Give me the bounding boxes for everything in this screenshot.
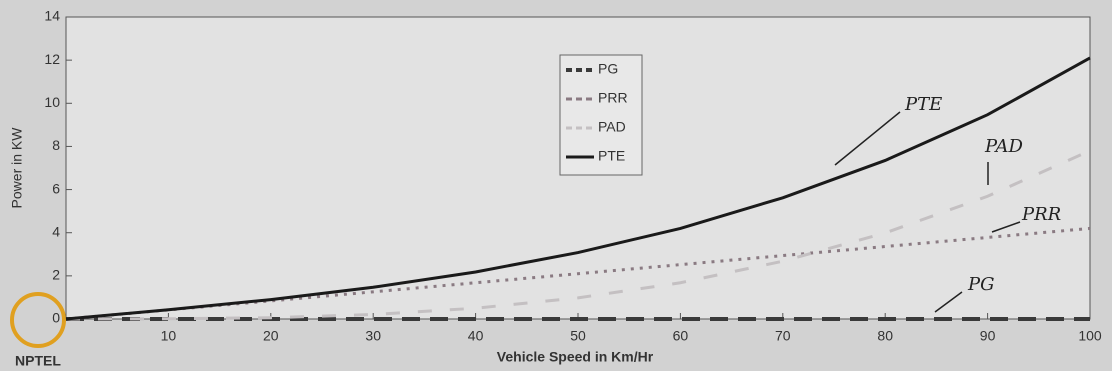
page: Vehicle Speed in Km/Hr Power in KW NPTEL…: [0, 0, 1112, 371]
legend-label: PTE: [598, 148, 625, 164]
y-tick-label: 2: [52, 267, 60, 283]
x-tick-label: 90: [980, 328, 996, 344]
y-tick-label: 0: [52, 310, 60, 326]
annotation: PG: [967, 274, 995, 295]
x-tick-label: 20: [263, 328, 279, 344]
legend-label: PG: [598, 61, 618, 77]
y-tick-label: 6: [52, 180, 60, 196]
legend-label: PRR: [598, 90, 628, 106]
y-tick-label: 8: [52, 137, 60, 153]
x-tick-label: 40: [468, 328, 484, 344]
x-tick-label: 50: [570, 328, 586, 344]
y-tick-label: 14: [44, 8, 60, 24]
x-tick-label: 10: [161, 328, 177, 344]
chart: Vehicle Speed in Km/Hr Power in KW NPTEL…: [0, 0, 1112, 371]
watermark: NPTEL: [15, 353, 61, 369]
y-tick-label: 12: [44, 51, 60, 67]
x-tick-label: 60: [673, 328, 689, 344]
annotation: PRR: [1021, 204, 1061, 225]
x-tick-label: 30: [365, 328, 381, 344]
y-tick-label: 10: [44, 94, 60, 110]
y-tick-label: 4: [52, 223, 60, 239]
x-tick-label: 70: [775, 328, 791, 344]
legend-label: PAD: [598, 119, 626, 135]
x-axis-label: Vehicle Speed in Km/Hr: [497, 349, 654, 365]
annotation: PTE: [904, 94, 942, 115]
annotation: PAD: [984, 136, 1023, 157]
x-tick-label: 100: [1078, 328, 1102, 344]
y-axis-label: Power in KW: [9, 127, 25, 209]
x-tick-label: 80: [877, 328, 893, 344]
